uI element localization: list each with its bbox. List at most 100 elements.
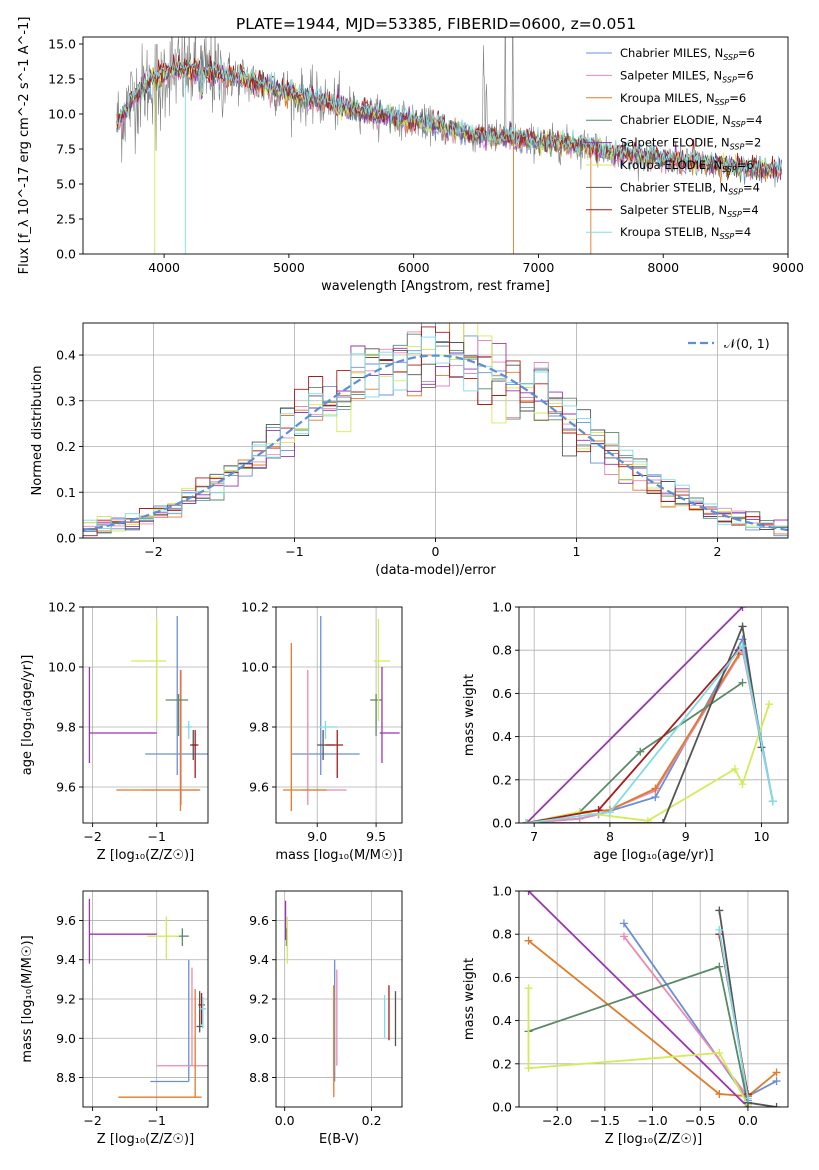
histogram-salpeter-stelib xyxy=(83,326,788,537)
plus-marker xyxy=(643,816,652,823)
x-tick-label: −2 xyxy=(83,1113,101,1128)
panel-age-vs-mass: 9.0 9.5 9.6 9.8 10.0 10.2 mass [log₁₀(M/M☉)] xyxy=(241,600,403,864)
data-point-salpeter-elodie xyxy=(88,898,157,964)
x-axis-label: E(B-V) xyxy=(319,1132,359,1147)
y-axis-label: age [log₁₀(age/yr)] xyxy=(20,655,35,776)
y-tick-label: 0.8 xyxy=(492,643,512,658)
data-point-kroupa-miles xyxy=(118,989,202,1098)
data-point-chabrier-miles xyxy=(145,616,208,775)
y-tick-label: 9.4 xyxy=(56,952,76,967)
data-point-chabrier-elodie xyxy=(370,694,382,736)
y-tick-label: 1.0 xyxy=(492,600,512,615)
y-tick-label: 9.6 xyxy=(249,780,269,795)
x-axis-label: wavelength [Angstrom, rest frame] xyxy=(321,279,550,294)
data-point-chabrier-elodie xyxy=(165,694,189,736)
y-tick-label: 9.6 xyxy=(56,780,76,795)
series-line xyxy=(527,891,749,1107)
series-line xyxy=(527,988,749,1106)
x-tick-label: −1 xyxy=(147,829,165,844)
plus-marker xyxy=(743,1094,752,1103)
series-line xyxy=(526,654,740,823)
series-line xyxy=(528,965,749,1105)
panel-massweight-vs-age: 7 8 9 10 0.0 0.2 0.4 0.6 0.8 1.0 age [log₁₀(age/yr… xyxy=(462,600,789,863)
x-tick-label: −0.5 xyxy=(685,1113,715,1128)
y-tick-label: 10.0 xyxy=(48,660,76,675)
plus-marker xyxy=(738,607,747,611)
series-kroupa-stelib xyxy=(715,925,752,1103)
plus-marker xyxy=(715,925,724,934)
series-chabrier-elodie xyxy=(524,962,752,1107)
x-tick-label: 4000 xyxy=(148,260,180,275)
y-tick-label: 0.6 xyxy=(492,686,512,701)
legend-label-kroupa-stelib: Kroupa STELIB, NSSP=4 xyxy=(620,225,751,241)
y-tick-label: 9.8 xyxy=(249,720,269,735)
x-tick-label: 8000 xyxy=(647,260,679,275)
panel-massweight-vs-Z: −2.0 −1.5 −1.0 −0.5 0.0 0.0 0.2 0.4 0.6 0.8 1.0 Z [… xyxy=(462,884,789,1147)
panel-residuals: −2 −1 0 1 2 0.0 0.1 0.2 0.3 0.4 (data-model)/error… xyxy=(30,322,789,578)
y-tick-label: 8.8 xyxy=(249,1070,269,1085)
y-tick-label: 9.2 xyxy=(249,992,269,1007)
axes-frame xyxy=(275,606,403,824)
x-tick-label: −1 xyxy=(147,1113,165,1128)
y-tick-label: 10.0 xyxy=(241,660,269,675)
y-axis-label: mass weight xyxy=(462,958,477,1040)
data-point-kroupa-miles xyxy=(116,670,200,811)
plus-marker xyxy=(715,906,724,915)
data-point-salpeter-stelib xyxy=(191,730,199,778)
y-tick-label: 10.2 xyxy=(48,600,76,615)
y-axis-label: mass [log₁₀(M/M☉)] xyxy=(20,935,35,1062)
axes-frame xyxy=(82,606,209,824)
x-tick-label: 10 xyxy=(754,829,770,844)
x-tick-label: −2 xyxy=(144,544,162,559)
axes-frame xyxy=(518,606,789,824)
data-point-kroupa-elodie xyxy=(147,916,180,960)
legend-label-salpeter-stelib: Salpeter STELIB, NSSP=4 xyxy=(620,203,759,219)
legend-label-kroupa-elodie: Kroupa ELODIE, NSSP=6 xyxy=(620,158,754,174)
series-line xyxy=(525,607,744,823)
plus-marker xyxy=(730,765,739,773)
x-tick-label: −2.0 xyxy=(542,1113,572,1128)
y-tick-label: 15.0 xyxy=(48,37,76,52)
data-point-salpeter-elodie xyxy=(88,667,157,763)
x-tick-label: 7 xyxy=(530,829,538,844)
y-tick-label: 12.5 xyxy=(48,72,76,87)
x-tick-label: 6000 xyxy=(398,260,430,275)
histogram-salpeter-elodie xyxy=(83,342,788,530)
y-axis-label: Flux [f_λ 10^-17 erg cm^-2 s^-1 A^-1] xyxy=(17,17,32,275)
series-salpeter-elodie xyxy=(522,607,747,823)
legend-label-normal: 𝒩(0, 1) xyxy=(724,336,770,351)
plus-marker xyxy=(524,891,533,895)
model-spectrum-kroupa-stelib xyxy=(116,59,782,175)
axes-frame xyxy=(82,36,789,255)
y-tick-label: 0.2 xyxy=(492,772,512,787)
data-point-salpeter-stelib xyxy=(325,730,344,778)
legend-label-salpeter-miles: Salpeter MILES, NSSP=6 xyxy=(620,68,754,84)
plus-marker xyxy=(658,819,667,823)
x-tick-label: −1.0 xyxy=(637,1113,667,1128)
x-tick-label: 0.2 xyxy=(362,1113,382,1128)
legend-label-chabrier-elodie: Chabrier ELODIE, NSSP=4 xyxy=(620,113,762,129)
y-tick-label: 0.6 xyxy=(492,970,512,985)
x-tick-label: 0.0 xyxy=(738,1113,758,1128)
y-tick-label: 0.1 xyxy=(56,485,76,500)
x-tick-label: 8 xyxy=(606,829,614,844)
plot-area xyxy=(284,900,397,1098)
y-tick-label: 0.8 xyxy=(492,927,512,942)
plot-area xyxy=(283,616,400,811)
plus-marker xyxy=(738,780,747,789)
x-axis-label: Z [log₁₀(Z/Z☉)] xyxy=(605,1132,702,1147)
data-point-chabrier-stelib xyxy=(196,991,203,1033)
axes-frame xyxy=(518,890,789,1108)
y-tick-label: 0.4 xyxy=(492,729,512,744)
plot-area xyxy=(522,607,777,823)
data-point-chabrier-elodie xyxy=(175,928,189,946)
y-tick-label: 0.4 xyxy=(492,1013,512,1028)
data-point-chabrier-miles xyxy=(291,616,360,775)
plus-marker xyxy=(715,1090,724,1099)
x-axis-label: Z [log₁₀(Z/Z☉)] xyxy=(97,1132,194,1147)
series-line xyxy=(526,623,763,823)
y-tick-label: 0.3 xyxy=(56,393,76,408)
plus-marker xyxy=(738,678,747,687)
y-tick-label: 5.0 xyxy=(56,177,76,192)
legend-label-salpeter-elodie: Salpeter ELODIE, NSSP=2 xyxy=(620,136,761,152)
